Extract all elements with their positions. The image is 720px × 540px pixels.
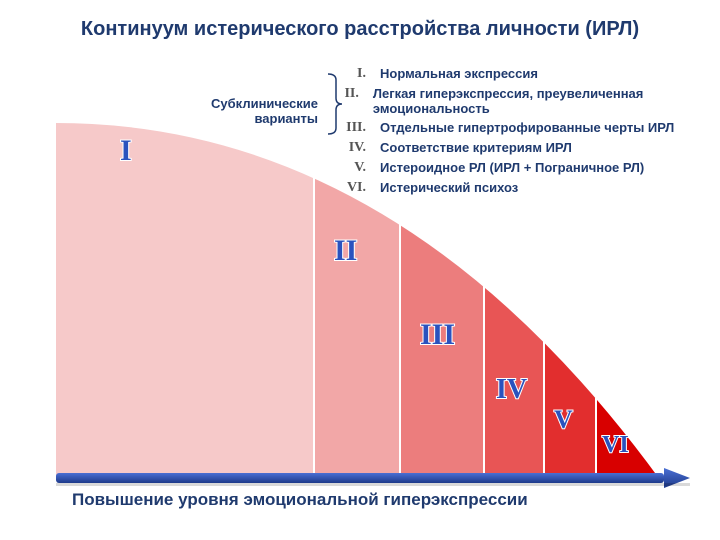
axis-label: Повышение уровня эмоциональной гиперэксп… <box>72 490 528 510</box>
stage-label: IV <box>496 374 527 405</box>
stage-label: II <box>334 234 357 267</box>
stage-label: V <box>554 405 573 434</box>
stage-label: I <box>120 134 132 167</box>
stage-label: VI <box>602 432 629 458</box>
continuum-chart: IIIIIIIVVVI <box>0 0 720 540</box>
stage-label: III <box>420 318 455 351</box>
